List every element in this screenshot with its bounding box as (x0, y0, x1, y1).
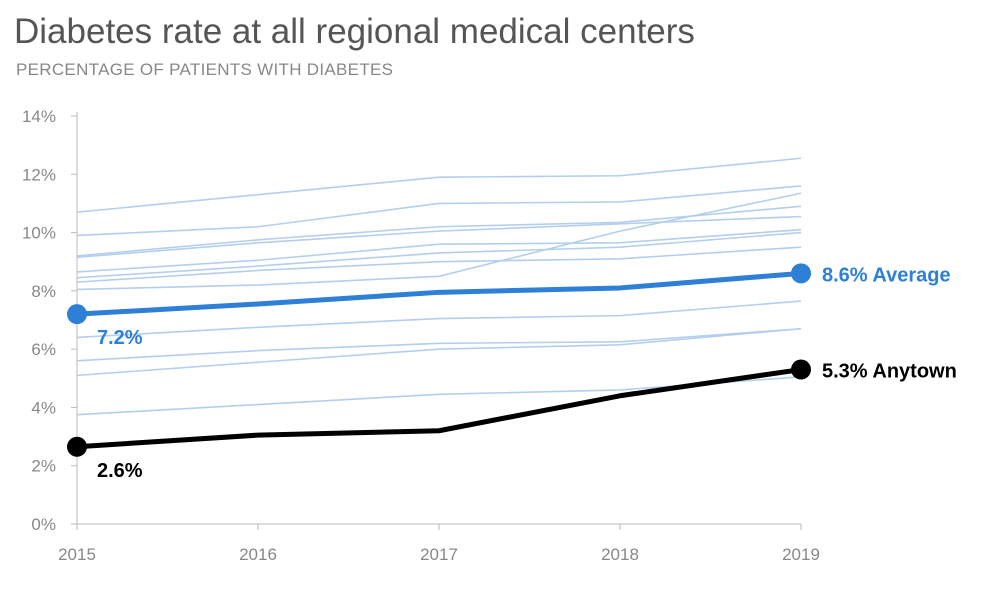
series-line (76, 228, 802, 273)
series-start-label: 2.6% (97, 460, 143, 482)
series-end-marker (791, 263, 811, 284)
y-tick-label: 10% (22, 224, 56, 243)
chart-subtitle: PERCENTAGE OF PATIENTS WITH DIABETES (16, 60, 394, 79)
series-line (76, 215, 802, 259)
series-start-marker (67, 304, 87, 325)
series-line-average (74, 270, 804, 317)
x-tick-label: 2017 (420, 545, 458, 564)
y-tick-label: 2% (31, 457, 56, 476)
series-line (76, 300, 802, 339)
y-tick-label: 4% (31, 398, 56, 417)
y-tick-label: 12% (22, 165, 56, 184)
series-end-label: 8.6% Average (822, 264, 951, 286)
x-tick-label: 2018 (601, 545, 639, 564)
highlighted-series (67, 263, 811, 457)
series-end-label: 5.3% Anytown (822, 361, 957, 383)
series-line (76, 157, 802, 213)
y-tick-label: 14% (22, 107, 56, 126)
x-tick-label: 2019 (782, 545, 820, 564)
y-tick-label: 8% (31, 282, 56, 301)
series-line (76, 376, 802, 416)
background-series (76, 157, 802, 416)
series-line-anytown (74, 367, 804, 450)
series-labels: 7.2% 8.6% Average 2.6% 5.3% Anytown (97, 264, 957, 481)
y-tick-label: 6% (31, 340, 56, 359)
series-line (76, 185, 802, 237)
y-tick-label: 0% (31, 515, 56, 534)
series-line (76, 231, 802, 279)
x-tick-label: 2015 (58, 545, 96, 564)
series-start-label: 7.2% (97, 327, 143, 349)
series-line (76, 327, 802, 377)
series-line (76, 327, 802, 362)
chart-title: Diabetes rate at all regional medical ce… (14, 12, 695, 51)
x-tick-label: 2016 (239, 545, 277, 564)
series-end-marker (791, 359, 811, 380)
series-line (76, 246, 802, 283)
series-line (76, 192, 802, 291)
series-start-marker (67, 436, 87, 457)
series-line (76, 205, 802, 257)
